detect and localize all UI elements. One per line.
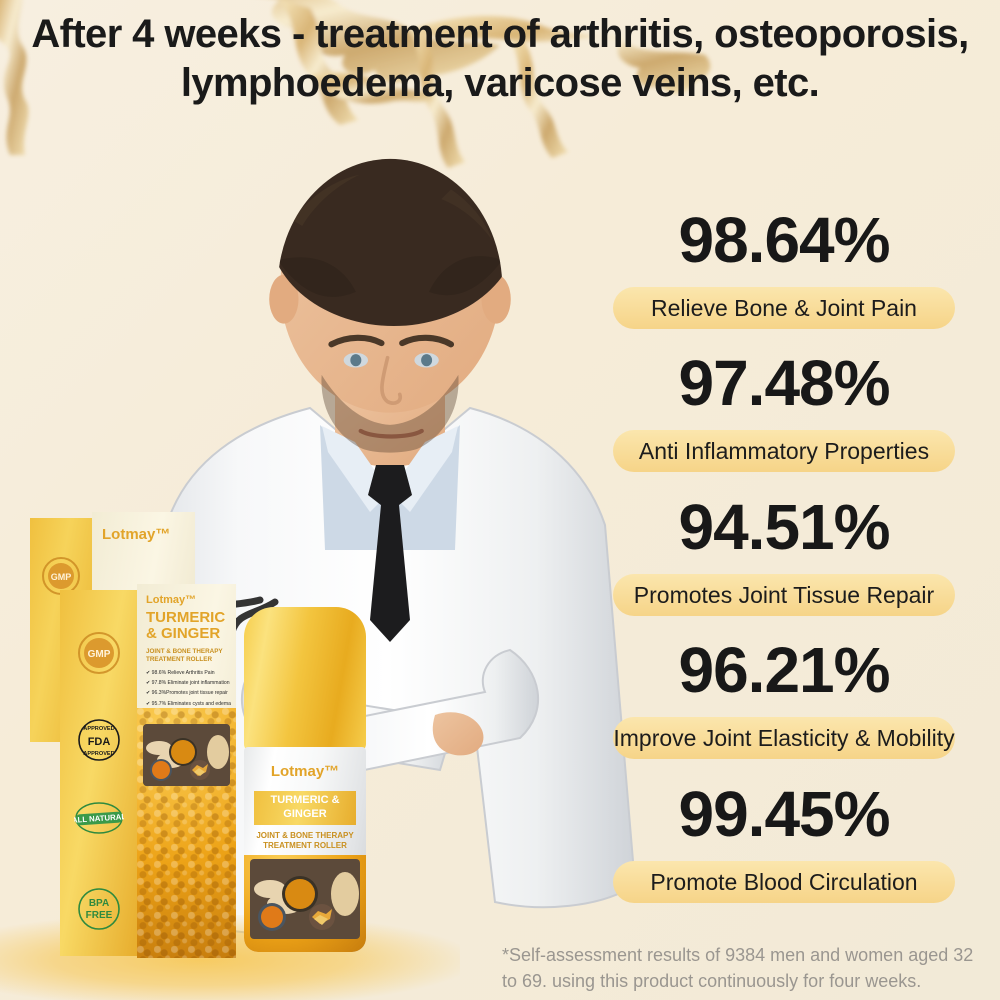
- svg-text:APPROVED: APPROVED: [83, 751, 114, 757]
- svg-text:ALL NATURAL: ALL NATURAL: [74, 812, 124, 825]
- svg-text:GMP: GMP: [51, 572, 72, 582]
- svg-text:BPA: BPA: [88, 898, 108, 909]
- svg-text:APPROVED: APPROVED: [83, 726, 114, 732]
- svg-text:FDA: FDA: [87, 736, 110, 748]
- svg-text:GMP: GMP: [87, 649, 110, 660]
- svg-text:FREE: FREE: [85, 910, 112, 921]
